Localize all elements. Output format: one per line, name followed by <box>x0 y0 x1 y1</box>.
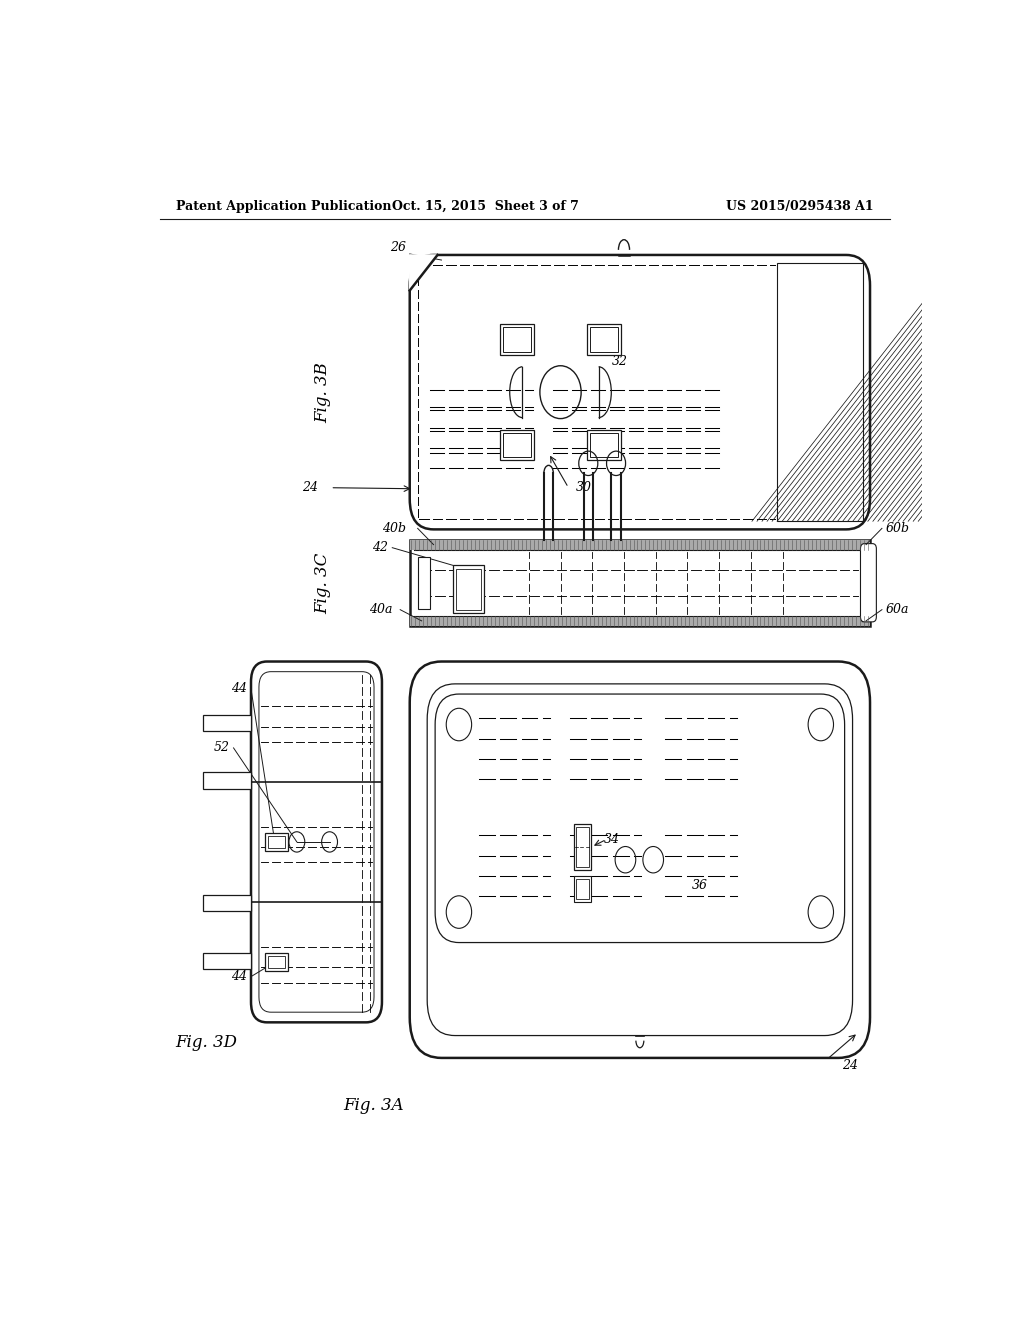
Text: Patent Application Publication: Patent Application Publication <box>176 199 391 213</box>
Bar <box>500 430 534 461</box>
Bar <box>588 430 621 461</box>
Bar <box>410 540 870 549</box>
Bar <box>590 433 618 457</box>
Text: 60b: 60b <box>886 521 910 535</box>
Bar <box>777 263 863 521</box>
FancyBboxPatch shape <box>860 544 877 622</box>
Bar <box>500 325 534 355</box>
Text: 44: 44 <box>231 970 247 983</box>
Text: 42: 42 <box>373 541 388 554</box>
Bar <box>454 565 483 612</box>
Text: 40b: 40b <box>382 521 406 535</box>
Text: Fig. 3B: Fig. 3B <box>314 362 331 422</box>
Bar <box>588 325 621 355</box>
Bar <box>410 540 870 626</box>
Text: Fig. 3C: Fig. 3C <box>314 553 331 614</box>
FancyBboxPatch shape <box>427 684 853 1036</box>
Text: 34: 34 <box>604 833 621 846</box>
Text: 36: 36 <box>691 879 708 891</box>
Text: 44: 44 <box>231 682 247 696</box>
Text: 26: 26 <box>390 242 406 255</box>
Text: 52: 52 <box>214 742 229 755</box>
Bar <box>204 953 251 969</box>
FancyBboxPatch shape <box>410 255 870 529</box>
Text: US 2015/0295438 A1: US 2015/0295438 A1 <box>726 199 873 213</box>
Text: 24: 24 <box>842 1059 858 1072</box>
Bar <box>267 956 285 969</box>
FancyBboxPatch shape <box>259 672 374 1012</box>
Bar <box>204 772 251 789</box>
Bar <box>573 824 591 870</box>
Polygon shape <box>410 255 437 290</box>
Bar <box>204 714 251 731</box>
Bar <box>573 876 591 903</box>
FancyBboxPatch shape <box>410 661 870 1057</box>
FancyBboxPatch shape <box>435 694 845 942</box>
Text: 40a: 40a <box>369 603 392 616</box>
Text: 24: 24 <box>302 482 318 494</box>
Bar <box>590 327 618 351</box>
Text: 30: 30 <box>577 482 592 494</box>
Bar <box>410 615 870 626</box>
Text: 32: 32 <box>612 355 628 368</box>
Bar <box>503 327 531 351</box>
Bar <box>265 953 288 972</box>
Text: Fig. 3A: Fig. 3A <box>344 1097 404 1114</box>
Text: Fig. 3D: Fig. 3D <box>175 1034 237 1051</box>
Bar <box>267 836 285 847</box>
Bar <box>265 833 288 851</box>
FancyBboxPatch shape <box>251 661 382 1022</box>
Bar <box>204 895 251 911</box>
Bar <box>456 569 481 610</box>
Bar <box>777 263 863 521</box>
Bar <box>577 879 589 899</box>
Text: 60a: 60a <box>886 603 909 616</box>
Text: Oct. 15, 2015  Sheet 3 of 7: Oct. 15, 2015 Sheet 3 of 7 <box>392 199 579 213</box>
Bar <box>418 557 430 609</box>
Bar <box>503 433 531 457</box>
Bar <box>577 828 589 867</box>
